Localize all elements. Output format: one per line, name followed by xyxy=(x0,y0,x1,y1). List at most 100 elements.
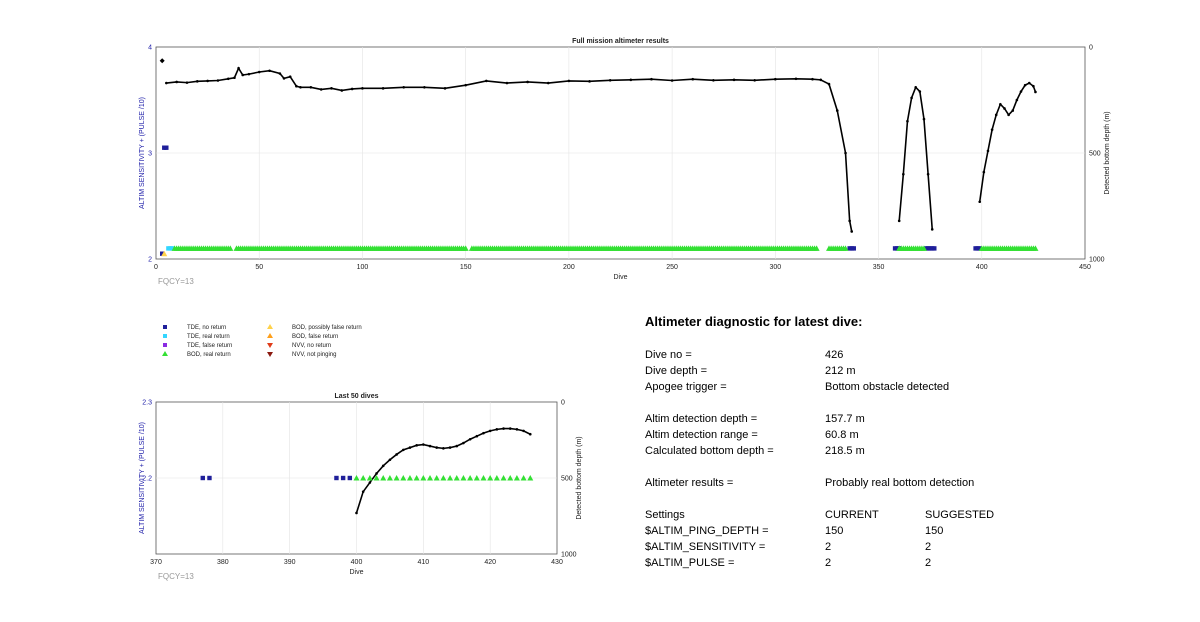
diag-row: Dive no = 426 xyxy=(645,347,1185,363)
y-axis-label-right: Detected bottom depth (m) xyxy=(576,436,583,519)
diag-value: 218.5 m xyxy=(825,445,865,457)
depth-point xyxy=(282,77,286,80)
setting-current: 2 xyxy=(825,557,832,569)
y-tick-label-left: 2 xyxy=(148,257,152,264)
bod-marker xyxy=(813,245,820,251)
bod-marker xyxy=(406,475,413,481)
setting-label: $ALTIM_SENSITIVITY = xyxy=(645,541,766,553)
depth-point xyxy=(910,96,913,100)
bod-marker xyxy=(360,475,367,481)
setting-label: $ALTIM_PULSE = xyxy=(645,557,735,569)
x-tick-label: 300 xyxy=(769,264,781,271)
depth-point xyxy=(774,77,777,81)
legend-label: TDE, no return xyxy=(187,325,226,331)
depth-point xyxy=(468,437,472,441)
depth-point xyxy=(423,85,426,89)
y-tick-label-right: 0 xyxy=(561,400,565,407)
depth-point xyxy=(811,77,814,81)
x-tick-label: 400 xyxy=(976,264,988,271)
depth-point xyxy=(902,172,905,176)
x-tick-label: 0 xyxy=(154,264,158,271)
y-axis-label-left: ALTIM SENSITIVITY + (PULSE /10) xyxy=(139,422,146,534)
depth-point xyxy=(1032,84,1035,88)
bod-marker xyxy=(520,475,527,481)
depth-point xyxy=(381,87,385,90)
settings-header-suggested: SUGGESTED xyxy=(925,509,995,521)
depth-point xyxy=(408,446,412,449)
depth-point xyxy=(990,128,994,131)
x-tick-label: 200 xyxy=(563,264,575,271)
depth-point xyxy=(175,80,178,84)
diag-label: Dive depth = xyxy=(645,365,708,377)
depth-point xyxy=(522,429,525,433)
depth-point xyxy=(388,458,392,462)
depth-point xyxy=(502,427,505,430)
depth-point xyxy=(415,444,418,447)
diag-row: Calculated bottom depth = 218.5 m xyxy=(645,443,1185,459)
depth-point xyxy=(1023,83,1027,87)
y-tick-label-right: 0 xyxy=(1089,45,1093,52)
depth-point xyxy=(508,427,512,430)
legend-label: TDE, real return xyxy=(187,334,230,340)
depth-point xyxy=(844,151,847,155)
setting-current: 150 xyxy=(825,525,844,537)
diag-label: Altimeter results = xyxy=(645,477,734,489)
depth-point xyxy=(567,79,571,83)
depth-point xyxy=(670,79,674,82)
depth-point xyxy=(588,80,591,83)
settings-row: $ALTIM_PULSE = 2 2 xyxy=(645,555,1185,571)
y-tick-label-left: 4 xyxy=(148,45,152,52)
y-tick-label-left: 3 xyxy=(148,151,152,158)
depth-point xyxy=(475,434,479,438)
depth-point xyxy=(1007,113,1010,117)
diag-value: 60.8 m xyxy=(825,429,859,441)
diag-value: 426 xyxy=(825,349,844,361)
depth-point xyxy=(455,444,459,448)
depth-point xyxy=(608,78,612,82)
tde-marker xyxy=(932,246,937,251)
depth-point xyxy=(206,79,209,83)
depth-point xyxy=(1027,81,1031,85)
bod-marker xyxy=(427,475,434,481)
x-tick-label: 400 xyxy=(351,559,363,566)
depth-point xyxy=(226,77,230,81)
depth-point xyxy=(848,219,851,223)
legend-marker-triangle-down xyxy=(267,352,273,357)
diag-row: Altim detection range = 60.8 m xyxy=(645,427,1185,443)
diag-value: 212 m xyxy=(825,365,856,377)
depth-point xyxy=(982,170,986,174)
bod-marker xyxy=(460,475,467,481)
depth-point xyxy=(295,84,298,88)
depth-point xyxy=(930,228,934,231)
diag-label: Calculated bottom depth = xyxy=(645,445,774,457)
depth-point xyxy=(319,88,323,91)
bod-marker xyxy=(513,475,520,481)
depth-point xyxy=(488,429,492,433)
depth-point xyxy=(526,80,529,84)
x-tick-label: 450 xyxy=(1079,264,1091,271)
y-tick-label-right: 1000 xyxy=(561,552,577,559)
x-tick-label: 420 xyxy=(484,559,496,566)
depth-point xyxy=(462,441,465,445)
depth-point xyxy=(1015,98,1019,102)
depth-point xyxy=(1034,90,1037,94)
depth-point xyxy=(268,69,271,73)
depth-point xyxy=(237,66,240,70)
depth-point xyxy=(368,481,372,484)
depth-point xyxy=(350,87,354,91)
depth-point xyxy=(629,78,633,82)
depth-point xyxy=(195,80,199,83)
depth-point xyxy=(443,87,447,90)
depth-point xyxy=(435,446,439,449)
settings-header-row: Settings CURRENT SUGGESTED xyxy=(645,507,1185,523)
depth-point xyxy=(978,200,982,204)
bod-marker xyxy=(433,475,440,481)
y-tick-label-right: 1000 xyxy=(1089,257,1105,264)
depth-point xyxy=(986,149,990,153)
bod-marker xyxy=(462,245,469,251)
y-tick-label-left: 2.3 xyxy=(142,400,152,407)
x-axis-label: Dive xyxy=(349,569,363,576)
y-axis-label-right: Detected bottom depth (m) xyxy=(1104,111,1111,194)
x-tick-label: 430 xyxy=(551,559,563,566)
